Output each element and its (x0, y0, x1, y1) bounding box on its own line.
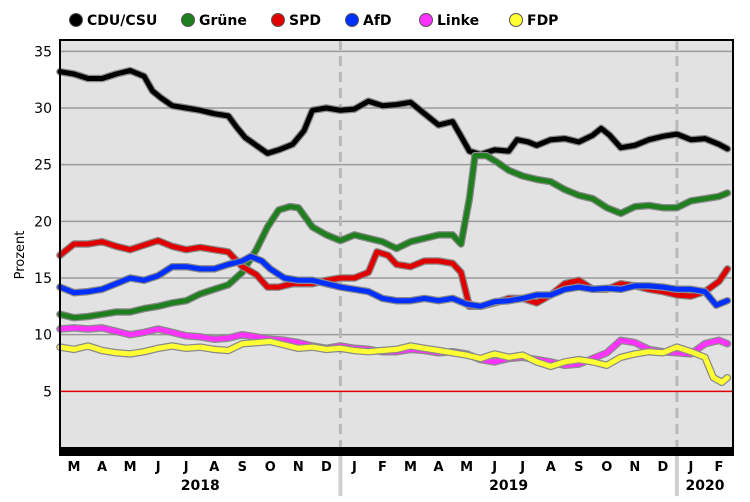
month-label: O (601, 460, 612, 475)
y-tick-label: 35 (34, 44, 52, 60)
month-label: J (155, 460, 161, 475)
month-label: M (68, 460, 81, 475)
legend-label-fdp: FDP (527, 13, 558, 29)
legend-label-linke: Linke (437, 13, 479, 29)
month-label: D (321, 460, 332, 475)
year-label: 2019 (489, 478, 528, 494)
month-label: J (519, 460, 525, 475)
y-axis-label: Prozent (13, 231, 28, 280)
x-year-labels: 2018 2019 2020 (181, 478, 725, 494)
month-label: M (404, 460, 417, 475)
y-tick-label: 10 (34, 328, 52, 344)
month-label: F (715, 460, 724, 475)
legend-label-cdu-csu: CDU/CSU (87, 13, 157, 29)
month-label: M (460, 460, 473, 475)
legend-swatch-afd (345, 13, 359, 27)
month-label: A (97, 460, 107, 475)
legend-label-gr-ne: Grüne (199, 13, 247, 29)
month-label: M (124, 460, 137, 475)
month-label: J (351, 460, 357, 475)
legend: CDU/CSU Grüne SPD AfD Linke FDP (69, 13, 558, 29)
series-line-fdp (57, 339, 730, 385)
y-tick-label: 20 (34, 214, 52, 230)
series-lines (56, 66, 732, 387)
legend-swatch-spd (271, 13, 285, 27)
legend-swatch-gr-ne (181, 13, 195, 27)
x-axis-strip (59, 448, 734, 456)
month-label: S (238, 460, 247, 475)
x-axis-bar (59, 448, 734, 496)
y-tick-labels: 5 10 15 20 25 30 35 (34, 44, 52, 400)
legend-swatch-cdu-csu (69, 13, 83, 27)
month-label: A (209, 460, 219, 475)
y-tick-label: 15 (34, 271, 52, 287)
series-line-afd (57, 254, 730, 309)
month-label: A (434, 460, 444, 475)
year-boundary-marker (338, 456, 343, 496)
month-label: D (657, 460, 668, 475)
month-label: S (574, 460, 583, 475)
year-label: 2020 (685, 478, 724, 494)
legend-label-spd: SPD (289, 13, 321, 29)
legend-swatch-fdp (509, 13, 523, 27)
y-tick-label: 5 (43, 384, 52, 400)
month-label: J (688, 460, 694, 475)
month-label: O (265, 460, 276, 475)
legend-swatch-linke (419, 13, 433, 27)
year-label: 2018 (181, 478, 220, 494)
month-label: F (378, 460, 387, 475)
month-label: A (546, 460, 556, 475)
month-label: J (491, 460, 497, 475)
month-label: J (183, 460, 189, 475)
series-line-cdu-csu (57, 68, 730, 157)
year-boundary-marker (674, 456, 679, 496)
month-label: N (629, 460, 640, 475)
series-line-gr-ne (57, 153, 730, 321)
y-tick-label: 30 (34, 101, 52, 117)
y-tick-label: 25 (34, 158, 52, 174)
legend-label-afd: AfD (363, 13, 392, 29)
month-label: N (293, 460, 304, 475)
